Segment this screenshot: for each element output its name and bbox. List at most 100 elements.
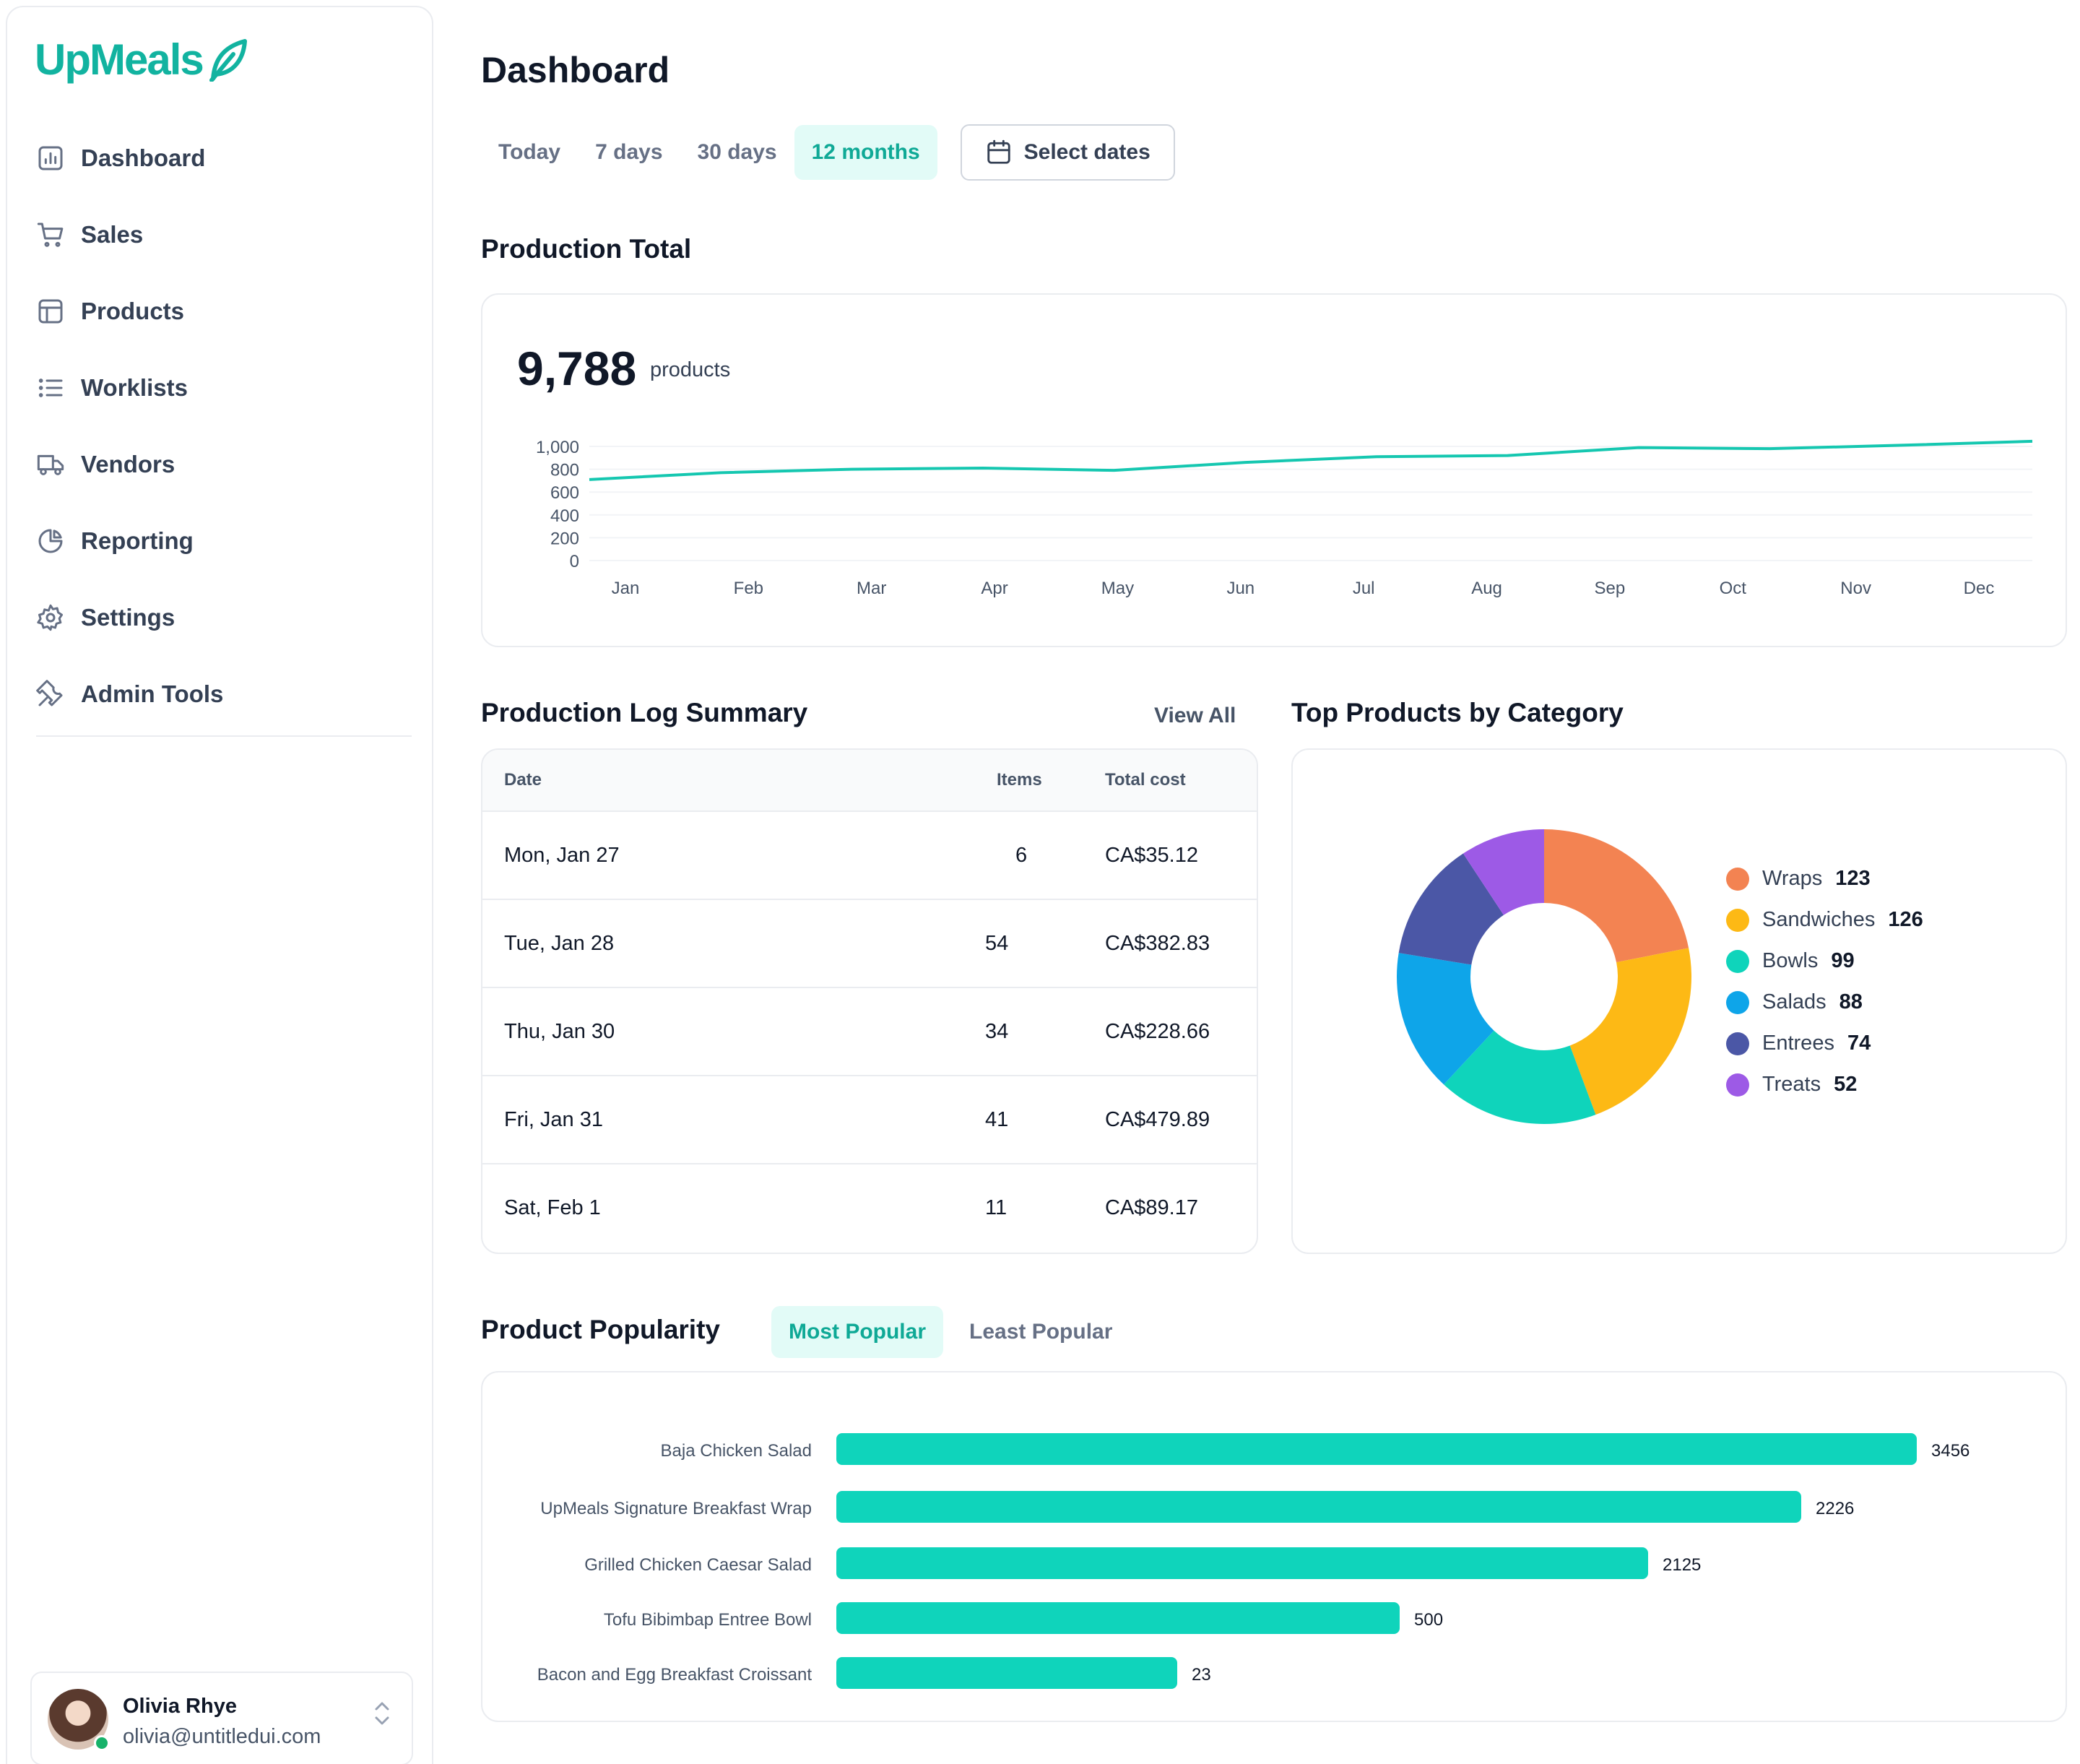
donut-slice-salads[interactable] xyxy=(1397,953,1494,1085)
user-account-card[interactable]: Olivia Rhye olivia@untitledui.com xyxy=(30,1672,413,1764)
tab-most-popular[interactable]: Most Popular xyxy=(771,1306,944,1358)
category-donut-chart xyxy=(1397,829,1691,1124)
bar-2[interactable] xyxy=(836,1547,1648,1579)
product-popularity-title: Product Popularity xyxy=(481,1315,720,1344)
donut-slice-entrees[interactable] xyxy=(1398,853,1504,965)
row-items: 34 xyxy=(985,1020,1009,1043)
legend-value: 74 xyxy=(1847,1032,1871,1055)
bar-category-label: Grilled Chicken Caesar Salad xyxy=(584,1555,812,1575)
sidebar-item-admin-tools[interactable]: Admin Tools xyxy=(30,656,413,732)
table-row[interactable]: Mon, Jan 27 6 CA$35.12 xyxy=(482,812,1257,900)
donut-slice-wraps[interactable] xyxy=(1544,829,1689,963)
row-items: 6 xyxy=(1015,844,1028,867)
y-tick-label: 0 xyxy=(570,552,579,571)
sidebar-item-products[interactable]: Products xyxy=(30,273,413,350)
brand-name: UpMeals xyxy=(35,35,204,84)
x-tick-label: Nov xyxy=(1840,579,1871,598)
row-cost: CA$89.17 xyxy=(1105,1196,1198,1219)
shopping-cart-icon xyxy=(37,222,64,247)
bar-3[interactable] xyxy=(836,1602,1400,1634)
bar-4[interactable] xyxy=(836,1657,1177,1689)
x-tick-label: Jul xyxy=(1353,579,1375,598)
tab-least-popular[interactable]: Least Popular xyxy=(969,1320,1113,1344)
bar-value-label: 2125 xyxy=(1663,1555,1701,1575)
sidebar-item-label: Vendors xyxy=(81,451,176,477)
sidebar-item-sales[interactable]: Sales xyxy=(30,196,413,273)
calendar-icon xyxy=(987,139,1010,164)
range-tab-7-days[interactable]: 7 days xyxy=(595,140,663,164)
bar-category-label: UpMeals Signature Breakfast Wrap xyxy=(540,1499,812,1518)
x-tick-label: Jun xyxy=(1226,579,1254,598)
donut-slice-treats[interactable] xyxy=(1462,829,1544,915)
sidebar-item-reporting[interactable]: Reporting xyxy=(30,503,413,579)
range-tab-today[interactable]: Today xyxy=(498,140,561,164)
row-date: Sat, Feb 1 xyxy=(504,1196,601,1219)
product-popularity-card: Baja Chicken Salad 3456 UpMeals Signature … xyxy=(481,1371,2067,1722)
bar-chart-square-icon xyxy=(38,146,63,170)
production-total-card: 9,788 products 1,000 800 600 400 200 0 Jan Feb M… xyxy=(481,293,2067,647)
x-tick-label: Mar xyxy=(857,579,886,598)
sidebar-item-worklists[interactable]: Worklists xyxy=(30,350,413,426)
leaf-icon xyxy=(209,38,247,82)
category-legend: Wraps 123 Sandwiches 126 Bowls 99 Salads 88 Entr… xyxy=(1726,858,1923,1105)
x-tick-label: Dec xyxy=(1964,579,1995,598)
row-date: Mon, Jan 27 xyxy=(504,844,620,867)
legend-label: Wraps xyxy=(1762,867,1823,890)
legend-value: 126 xyxy=(1888,908,1923,931)
x-tick-label: Apr xyxy=(981,579,1008,598)
table-row[interactable]: Tue, Jan 28 54 CA$382.83 xyxy=(482,900,1257,988)
production-total-title: Production Total xyxy=(481,234,692,264)
sidebar-item-label: Settings xyxy=(81,604,176,631)
legend-label: Sandwiches xyxy=(1762,908,1876,931)
legend-color-dot xyxy=(1726,949,1749,973)
row-cost: CA$35.12 xyxy=(1105,844,1198,867)
row-date: Thu, Jan 30 xyxy=(504,1020,615,1043)
donut-slice-bowls[interactable] xyxy=(1444,1030,1596,1124)
legend-item: Salads 88 xyxy=(1726,982,1923,1023)
top-products-title: Top Products by Category xyxy=(1291,698,1624,727)
column-header-date: Date xyxy=(504,770,542,790)
gear-icon xyxy=(37,604,63,631)
legend-label: Treats xyxy=(1762,1073,1821,1096)
legend-value: 123 xyxy=(1835,867,1871,890)
x-tick-label: Feb xyxy=(734,579,763,598)
y-tick-label: 600 xyxy=(550,483,579,503)
chevron-selector-icon[interactable] xyxy=(371,1699,393,1728)
legend-value: 88 xyxy=(1839,990,1863,1013)
sidebar-item-label: Dashboard xyxy=(81,144,206,171)
sidebar-item-vendors[interactable]: Vendors xyxy=(30,426,413,503)
select-dates-button[interactable]: Select dates xyxy=(960,124,1175,181)
bar-0[interactable] xyxy=(836,1433,1917,1465)
date-range-tabs: Today 7 days 30 days 12 months Select da… xyxy=(481,124,1175,181)
table-row[interactable]: Fri, Jan 31 41 CA$479.89 xyxy=(482,1076,1257,1164)
bar-value-label: 23 xyxy=(1192,1665,1211,1685)
table-row[interactable]: Thu, Jan 30 34 CA$228.66 xyxy=(482,988,1257,1076)
y-tick-label: 1,000 xyxy=(536,438,579,457)
sidebar-item-label: Admin Tools xyxy=(81,680,224,707)
production-line-chart: 1,000 800 600 400 200 0 Jan Feb Mar Apr May Jun Jul A… xyxy=(536,438,2033,598)
sidebar-item-dashboard[interactable]: Dashboard xyxy=(30,120,413,196)
sidebar-item-label: Sales xyxy=(81,221,144,248)
brand-logo[interactable]: UpMeals xyxy=(35,35,248,85)
sidebar-divider xyxy=(36,735,412,737)
truck-icon xyxy=(37,454,64,475)
view-all-link[interactable]: View All xyxy=(1154,704,1236,727)
table-row[interactable]: Sat, Feb 1 11 CA$89.17 xyxy=(482,1164,1257,1253)
sidebar-item-label: Reporting xyxy=(81,527,194,554)
bar-1[interactable] xyxy=(836,1491,1801,1523)
column-header-items: Items xyxy=(997,770,1042,790)
sidebar: UpMeals Dashboard Sales Products Worklis… xyxy=(6,6,433,1764)
production-log-title: Production Log Summary xyxy=(481,698,808,727)
row-items: 54 xyxy=(985,932,1009,955)
donut-slice-sandwiches[interactable] xyxy=(1569,948,1691,1115)
production-total-unit: products xyxy=(650,358,731,381)
bar-category-label: Baja Chicken Salad xyxy=(661,1441,812,1461)
range-tab-30-days[interactable]: 30 days xyxy=(697,140,777,164)
range-tab-12-months[interactable]: 12 months xyxy=(794,125,937,180)
sidebar-item-settings[interactable]: Settings xyxy=(30,579,413,656)
legend-color-dot xyxy=(1726,1032,1749,1055)
select-dates-label: Select dates xyxy=(1023,140,1150,164)
bar-category-label: Bacon and Egg Breakfast Croissant xyxy=(537,1665,812,1685)
bar-value-label: 3456 xyxy=(1931,1441,1970,1461)
legend-label: Salads xyxy=(1762,990,1826,1013)
